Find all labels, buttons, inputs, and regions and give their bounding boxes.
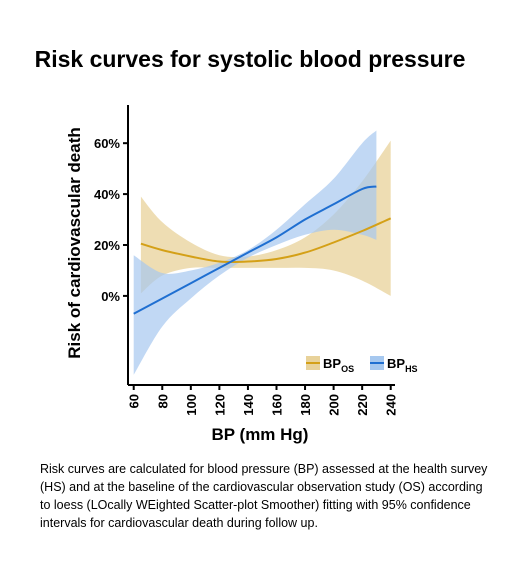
y-ticks: 0% 20% 40% 60% <box>94 136 128 304</box>
y-axis-label: Risk of cardiovascular death <box>65 127 84 358</box>
x-tick-label: 180 <box>298 394 313 416</box>
x-tick-label: 200 <box>327 394 342 416</box>
chart-title: Risk curves for systolic blood pressure <box>34 46 466 72</box>
x-tick-label: 240 <box>384 394 399 416</box>
y-tick-label: 0% <box>101 289 120 304</box>
series-lines <box>133 185 392 315</box>
series-line-hs <box>133 185 377 315</box>
legend-item-os: BPOS <box>306 356 354 374</box>
confidence-bands <box>133 130 391 375</box>
x-tick-label: 120 <box>212 394 227 416</box>
legend-label: BPHS <box>387 356 418 374</box>
y-tick-label: 60% <box>94 136 120 151</box>
confidence-band-hs <box>133 130 377 375</box>
series-line-os <box>140 217 392 264</box>
y-tick-label: 20% <box>94 238 120 253</box>
legend-item-hs: BPHS <box>370 356 418 374</box>
legend-label: BPOS <box>323 356 354 374</box>
x-tick-label: 160 <box>269 394 284 416</box>
legend: BPOS BPHS <box>306 356 418 374</box>
x-tick-label: 80 <box>155 394 170 408</box>
figure-caption: Risk curves are calculated for blood pre… <box>40 462 488 530</box>
y-tick-label: 40% <box>94 187 120 202</box>
x-tick-label: 220 <box>355 394 370 416</box>
x-axis-label: BP (mm Hg) <box>212 425 309 444</box>
x-ticks: 60 80 100 120 140 160 180 200 220 240 <box>127 385 399 416</box>
chart-area: 60 80 100 120 140 160 180 200 220 240 0% 20% 40% 60%… <box>65 105 418 444</box>
x-tick-label: 100 <box>184 394 199 416</box>
confidence-band-os <box>140 140 391 296</box>
x-tick-label: 60 <box>127 394 142 408</box>
x-tick-label: 140 <box>241 394 256 416</box>
